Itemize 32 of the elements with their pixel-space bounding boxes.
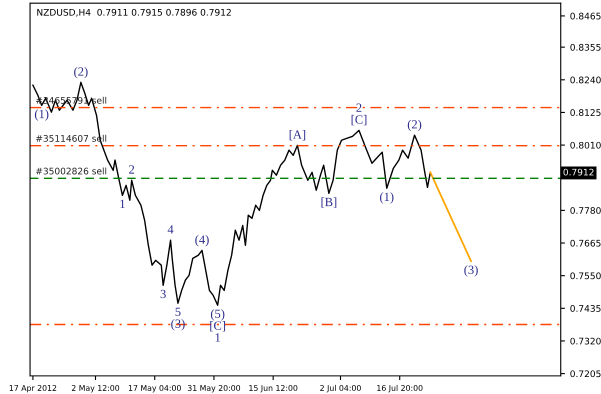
y-tick-label: 0.7665 (570, 240, 601, 247)
y-tick-label: 0.8010 (570, 142, 601, 149)
annotation: 3 (160, 290, 166, 298)
annotation: [C] (210, 321, 226, 332)
annotation: 5 (176, 308, 181, 316)
y-tick-label: 0.8125 (570, 109, 601, 116)
annotation: (2) (74, 66, 88, 78)
annotation: 2 (356, 104, 362, 112)
annotation: [C] (352, 114, 366, 126)
y-tick-label: 0.8355 (570, 44, 601, 51)
annotation: (2) (408, 120, 422, 132)
y-tick-label: 0.7780 (570, 207, 601, 214)
y-tick-label: 0.8465 (570, 12, 601, 20)
y-tick-label: 0.7550 (570, 272, 601, 280)
annotation: (1) (34, 109, 48, 121)
annotation: 4 (168, 225, 174, 234)
annotation: (1) (380, 192, 394, 204)
annotation: 2 (129, 165, 134, 174)
annotation: 0.7912 (563, 168, 594, 176)
annotation: (3) (464, 265, 478, 277)
annotation: [B] (321, 197, 336, 208)
annotation: [A] (290, 130, 306, 140)
annotation: (5) (210, 309, 224, 321)
annotation: 1 (120, 200, 125, 208)
y-tick-label: 0.7205 (570, 370, 601, 378)
y-tick-label: 0.8240 (570, 76, 601, 84)
annotation: 1 (216, 333, 220, 342)
y-tick-label: 0.7435 (570, 305, 601, 312)
ref-line-label: #35002826 sell (36, 167, 106, 174)
y-tick-label: 0.7320 (570, 338, 601, 345)
text: NZDUSD,H4 0.7911 0.7915 0.7896 0.7912 (37, 8, 231, 17)
annotation: (4) (195, 235, 209, 246)
